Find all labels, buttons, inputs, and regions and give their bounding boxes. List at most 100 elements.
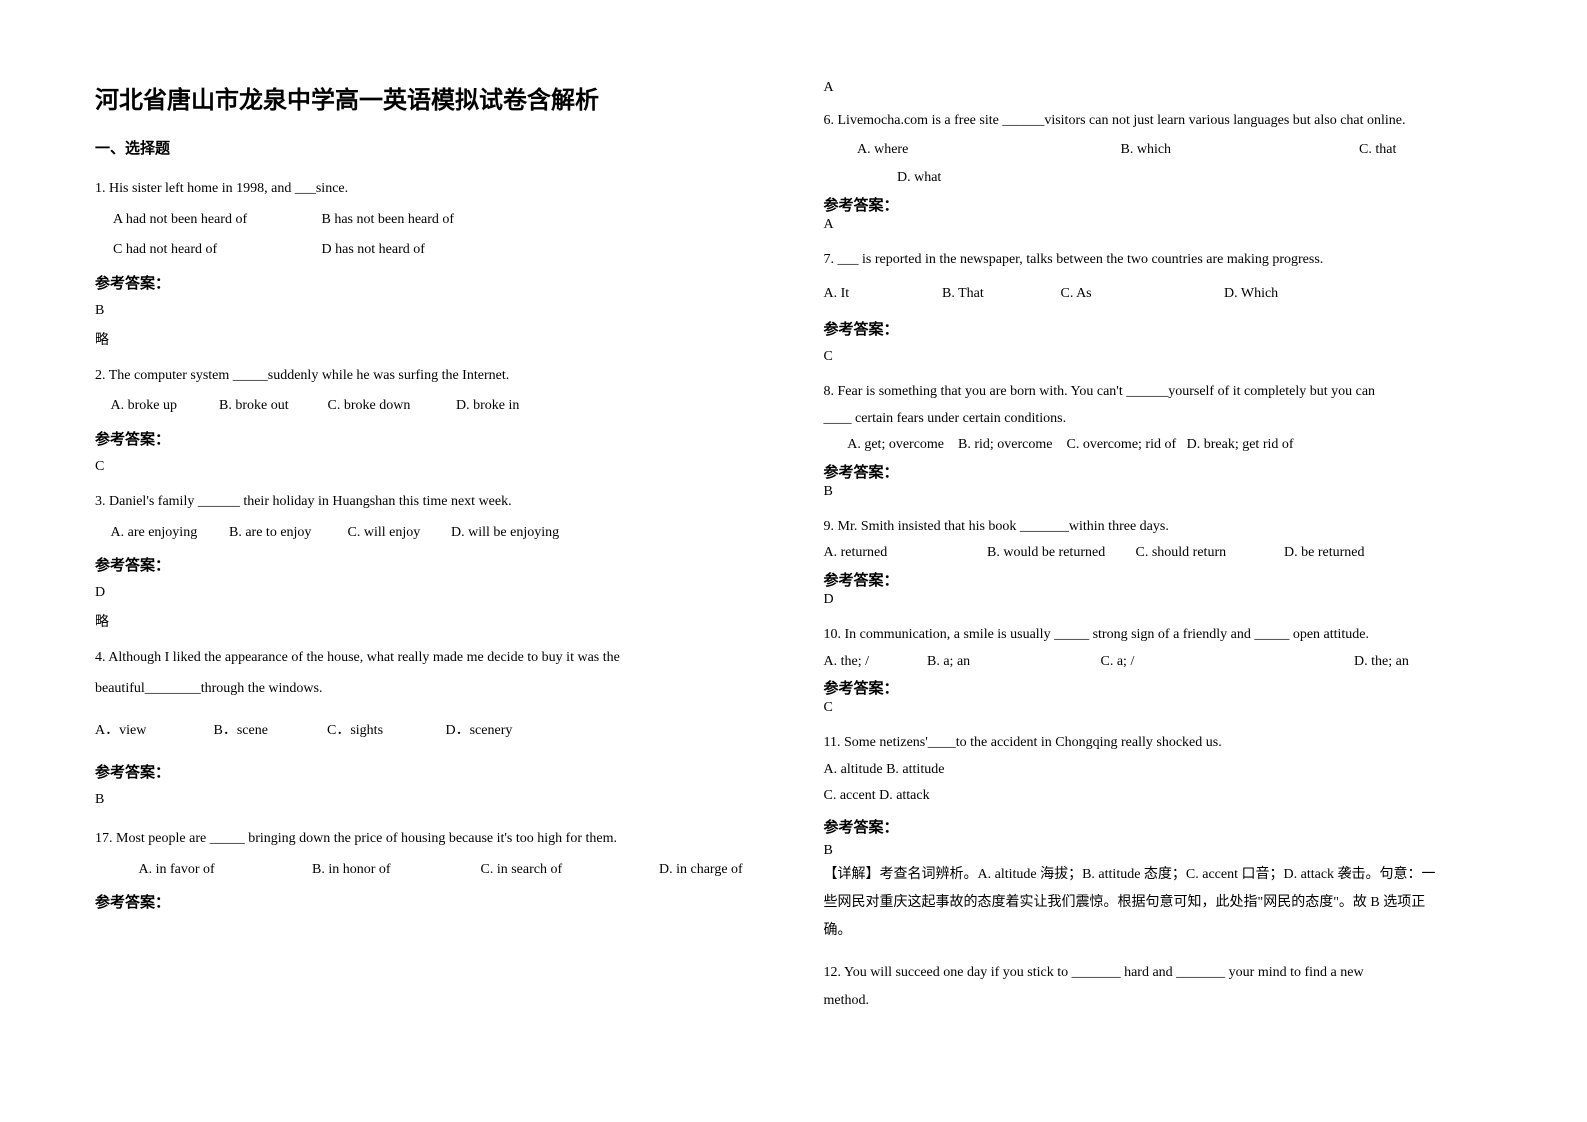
q6-opts-row1: A. where B. which C. that [824,137,1493,164]
answer-label: 参考答案： [95,761,764,782]
section-heading: 一、选择题 [95,137,764,158]
q3-opt-b: B. are to enjoy [229,520,344,547]
q9-opt-d: D. be returned [1284,545,1364,560]
q9-opts: A. returned B. would be returned C. shou… [824,540,1493,567]
q6-opts-row2: D. what [824,165,1493,192]
answer-label: 参考答案： [95,272,764,293]
q11-text: 11. Some netizens'____to the accident in… [824,730,1493,757]
answer-label: 参考答案： [824,569,1493,590]
question-6: 6. Livemocha.com is a free site ______vi… [824,108,1493,233]
q6-text: 6. Livemocha.com is a free site ______vi… [824,108,1493,135]
question-2: 2. The computer system _____suddenly whi… [95,363,764,475]
q10-answer: C [824,700,1493,716]
q8-text1: 8. Fear is something that you are born w… [824,379,1493,406]
q7-opt-c: C. As [1061,281,1221,308]
q17-opts: A. in favor of B. in honor of C. in sear… [95,857,764,884]
q4-text2: beautiful________through the windows. [95,676,764,703]
q17-opt-d: D. in charge of [659,862,743,877]
q1-opts-row2: C had not heard of D has not heard of [95,237,764,264]
question-11: 11. Some netizens'____to the accident in… [824,730,1493,945]
question-3: 3. Daniel's family ______ their holiday … [95,489,764,631]
q11-explain3: 确。 [824,917,1493,945]
q12-text2: method. [824,987,1493,1015]
q1-opts-row1: A had not been heard of B has not been h… [95,207,764,234]
q9-text: 9. Mr. Smith insisted that his book ____… [824,514,1493,541]
q4-opt-c: C．sights [327,718,442,745]
q7-opt-a: A. It [824,281,939,308]
question-10: 10. In communication, a smile is usually… [824,622,1493,716]
q9-opt-c: C. should return [1136,540,1281,567]
q11-answer: B [824,843,1493,859]
q4-text1: 4. Although I liked the appearance of th… [95,645,764,672]
q10-opt-d: D. the; an [1354,654,1409,669]
q7-text: 7. ___ is reported in the newspaper, tal… [824,247,1493,274]
q10-opt-a: A. the; / [824,649,924,676]
q10-opts: A. the; / B. a; an C. a; / D. the; an [824,649,1493,676]
q2-answer: C [95,459,764,475]
q2-opt-a: A. broke up [111,393,216,420]
q2-opt-c: C. broke down [328,393,453,420]
answer-label: 参考答案： [824,318,1493,339]
q11-explain2: 些网民对重庆这起事故的态度着实让我们震惊。根据句意可知，此处指"网民的态度"。故… [824,889,1493,917]
q4-opts: A．view B．scene C．sights D．scenery [95,718,764,745]
q12-text1: 12. You will succeed one day if you stic… [824,959,1493,987]
q3-text: 3. Daniel's family ______ their holiday … [95,489,764,516]
answer-label: 参考答案： [824,194,1493,215]
q11-opts2: C. accent D. attack [824,783,1493,810]
right-column: A 6. Livemocha.com is a free site ______… [824,80,1493,1029]
q10-opt-c: C. a; / [1101,649,1351,676]
q7-opts: A. It B. That C. As D. Which [824,281,1493,308]
q2-opts: A. broke up B. broke out C. broke down D… [95,393,764,420]
q3-answer: D [95,585,764,601]
question-4: 4. Although I liked the appearance of th… [95,645,764,808]
q3-opt-c: C. will enjoy [348,520,448,547]
q4-opt-a: A．view [95,718,210,745]
q10-opt-b: B. a; an [927,649,1097,676]
q6-opt-c: C. that [1359,142,1396,157]
answer-label: 参考答案： [824,461,1493,482]
q2-opt-d: D. broke in [456,398,519,413]
answer-label: 参考答案： [95,428,764,449]
q7-opt-b: B. That [942,281,1057,308]
answer-label: 参考答案： [824,816,1493,837]
q8-text2: ____ certain fears under certain conditi… [824,406,1493,433]
q3-opts: A. are enjoying B. are to enjoy C. will … [95,520,764,547]
q1-opt-a: A had not been heard of [113,207,318,234]
q7-answer: C [824,349,1493,365]
q1-note: 略 [95,329,764,349]
question-1: 1. His sister left home in 1998, and ___… [95,176,764,349]
question-12: 12. You will succeed one day if you stic… [824,959,1493,1015]
answer-label: 参考答案： [95,891,764,912]
q17-opt-b: B. in honor of [312,857,477,884]
q7-opt-d: D. Which [1224,286,1278,301]
q9-answer: D [824,592,1493,608]
q1-opt-d: D has not heard of [322,242,425,257]
q10-text: 10. In communication, a smile is usually… [824,622,1493,649]
q8-opts: A. get; overcome B. rid; overcome C. ove… [824,432,1493,459]
q6-opt-d: D. what [897,170,941,185]
q17-opt-a: A. in favor of [139,857,309,884]
q9-opt-a: A. returned [824,540,984,567]
answer-label: 参考答案： [95,554,764,575]
question-7: 7. ___ is reported in the newspaper, tal… [824,247,1493,365]
q4-opt-d: D．scenery [446,723,513,738]
q4-opt-b: B．scene [214,718,324,745]
q2-opt-b: B. broke out [219,393,324,420]
q1-opt-c: C had not heard of [113,237,318,264]
question-8: 8. Fear is something that you are born w… [824,379,1493,500]
q17-text: 17. Most people are _____ bringing down … [95,826,764,853]
q4-answer: B [95,792,764,808]
left-column: 河北省唐山市龙泉中学高一英语模拟试卷含解析 一、选择题 1. His siste… [95,80,764,1029]
q1-answer: B [95,303,764,319]
exam-title: 河北省唐山市龙泉中学高一英语模拟试卷含解析 [95,80,764,115]
q1-opt-b: B has not been heard of [322,212,455,227]
q6-opt-b: B. which [1121,137,1356,164]
prev-answer: A [824,80,1493,96]
question-17: 17. Most people are _____ bringing down … [95,826,764,912]
q6-answer: A [824,217,1493,233]
answer-label: 参考答案： [824,677,1493,698]
q11-explain1: 【详解】考查名词辨析。A. altitude 海拔；B. attitude 态度… [824,861,1493,889]
q11-opts1: A. altitude B. attitude [824,757,1493,784]
q6-opt-a: A. where [857,137,1117,164]
q9-opt-b: B. would be returned [987,540,1132,567]
